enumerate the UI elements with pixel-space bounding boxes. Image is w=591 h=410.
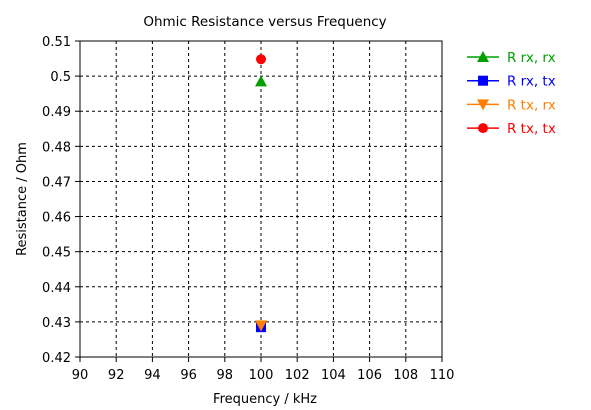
data-points [255, 54, 267, 333]
legend-marker-triangle-up [477, 51, 489, 62]
x-tick-label: 96 [180, 368, 197, 383]
legend-label: R tx, tx [507, 121, 556, 137]
legend-label: R rx, tx [507, 74, 556, 90]
data-point-series-3 [256, 54, 266, 65]
x-tick-label: 106 [357, 368, 382, 383]
data-point-series-2 [255, 320, 267, 332]
y-tick-label: 0.47 [42, 175, 71, 190]
x-tick-label: 98 [217, 368, 234, 383]
legend-marker-circle [478, 123, 488, 134]
x-tick-label: 110 [430, 368, 455, 383]
y-tick-label: 0.5 [50, 70, 71, 85]
y-tick-label: 0.42 [42, 351, 71, 366]
legend-label: R tx, rx [507, 97, 556, 113]
data-point-series-0 [255, 75, 267, 87]
x-tick-label: 90 [72, 368, 89, 383]
legend-marker-triangle-down [477, 99, 489, 111]
x-axis-label: Frequency / kHz [213, 392, 317, 407]
x-tick-label: 100 [249, 368, 274, 383]
y-tick-label: 0.43 [42, 316, 71, 331]
y-tick-label: 0.46 [42, 211, 71, 226]
y-tick-label: 0.51 [42, 35, 71, 50]
x-tick-label: 108 [393, 368, 418, 383]
grid [80, 41, 442, 357]
y-axis-ticks: 0.42 0.43 0.44 0.45 0.46 0.47 0.48 0.49 0.5 0.51 [42, 35, 80, 366]
x-tick-label: 104 [321, 368, 346, 383]
x-tick-label: 102 [285, 368, 310, 383]
legend-label: R rx, rx [507, 50, 556, 66]
legend: R rx, rx R rx, tx R tx, rx R tx, tx [467, 50, 556, 137]
y-tick-label: 0.45 [42, 246, 71, 261]
x-tick-label: 94 [144, 368, 161, 383]
y-axis-label: Resistance / Ohm [15, 142, 30, 256]
y-tick-label: 0.48 [42, 140, 71, 155]
y-tick-label: 0.44 [42, 281, 71, 296]
chart-title: Ohmic Resistance versus Frequency [143, 14, 386, 30]
x-tick-label: 92 [108, 368, 125, 383]
y-tick-label: 0.49 [42, 105, 71, 120]
legend-marker-square [478, 75, 488, 86]
x-axis-ticks: 90 92 94 96 98 100 102 104 106 108 110 [72, 357, 455, 383]
